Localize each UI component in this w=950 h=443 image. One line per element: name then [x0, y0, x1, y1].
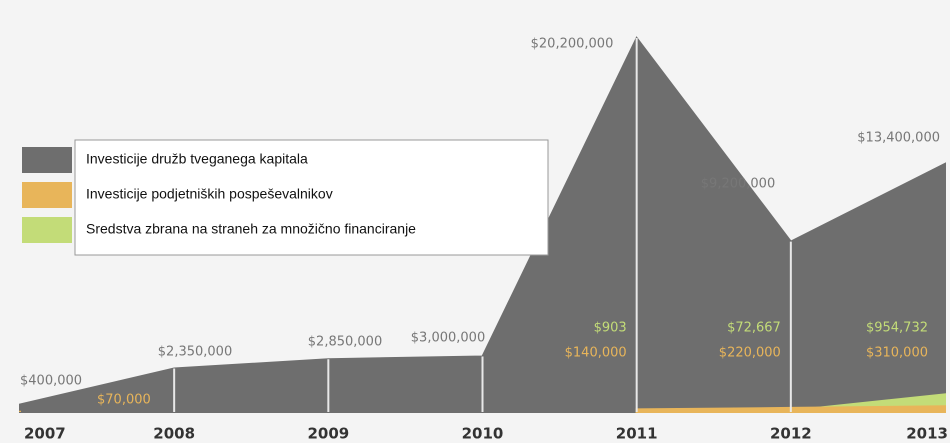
- value-label: $310,000: [866, 346, 928, 361]
- value-label: $9,200,000: [701, 177, 775, 192]
- legend-label: Investicije družb tveganega kapitala: [86, 151, 308, 167]
- value-label: $140,000: [565, 346, 627, 361]
- x-tick-label: 2008: [153, 425, 195, 443]
- x-tick-label: 2012: [770, 425, 812, 443]
- value-label: $903: [594, 321, 627, 336]
- value-label: $2,350,000: [158, 345, 232, 360]
- value-label: $70,000: [97, 393, 151, 408]
- value-label: $220,000: [719, 346, 781, 361]
- value-label: $72,667: [727, 321, 781, 336]
- x-tick-label: 2010: [462, 425, 504, 443]
- area: [19, 36, 946, 413]
- x-tick-label: 2007: [24, 425, 66, 443]
- value-label: $954,732: [866, 321, 928, 336]
- value-label: $400,000: [20, 374, 82, 389]
- x-tick-label: 2011: [616, 425, 658, 443]
- value-label: $3,000,000: [411, 331, 485, 346]
- legend-box: [74, 139, 549, 256]
- legend-label: Investicije podjetniških pospeševalnikov: [86, 186, 333, 202]
- value-label: $2,850,000: [308, 335, 382, 350]
- x-tick-label: 2009: [307, 425, 349, 443]
- value-label: $20,200,000: [531, 37, 614, 52]
- x-tick-label: 2013: [906, 425, 948, 443]
- legend-swatch: [22, 147, 72, 173]
- legend-swatch: [22, 217, 72, 243]
- legend-label: Sredstva zbrana na straneh za množično f…: [86, 221, 416, 237]
- value-label: $13,400,000: [857, 131, 940, 146]
- legend-swatch: [22, 182, 72, 208]
